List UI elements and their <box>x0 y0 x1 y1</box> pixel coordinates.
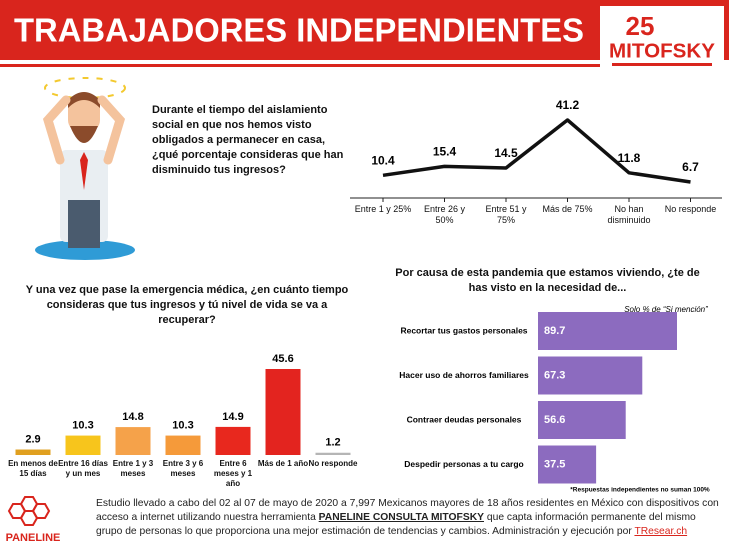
y-tick-label: Despedir personas a tu cargo <box>404 459 524 469</box>
x-tick-label: Entre 1 y 3 meses <box>112 459 154 478</box>
data-label: 10.4 <box>371 153 395 167</box>
header-stripe <box>0 60 600 64</box>
data-label: 14.8 <box>122 411 143 423</box>
x-tick-label: Entre 3 y 6 meses <box>162 459 204 478</box>
header-stripe <box>0 64 600 67</box>
illustration <box>35 77 135 260</box>
page-title: TRABAJADORES INDEPENDIENTES <box>14 12 584 49</box>
footer-text-part: Estudio llevado a cabo del 02 al 07 de m… <box>96 498 719 523</box>
data-label: 6.7 <box>682 160 699 174</box>
y-tick-label: Contraer deudas personales <box>407 414 522 424</box>
data-label: 1.2 <box>325 437 340 449</box>
bar <box>538 312 677 350</box>
data-label: 14.9 <box>222 411 243 423</box>
x-tick-label: No responde <box>308 459 358 468</box>
chart-title: Durante el tiempo del aislamiento social… <box>152 104 344 176</box>
footnote: *Respuestas independientes no suman 100% <box>570 487 710 494</box>
y-tick-label: Recortar tus gastos personales <box>400 325 527 335</box>
data-label: 2.9 <box>25 433 40 445</box>
data-label: 56.6 <box>544 414 565 426</box>
bar <box>265 369 301 455</box>
data-label: 45.6 <box>272 353 293 365</box>
data-label: 10.3 <box>72 419 93 431</box>
x-tick-label: No han disminuido <box>607 204 651 225</box>
footer-bold: PANELINE CONSULTA MITOFSKY <box>318 512 484 523</box>
chart-title: Y una vez que pase la emergencia médica,… <box>25 284 349 326</box>
data-label: 11.8 <box>618 151 641 165</box>
x-tick-label: Entre 6 meses y 1 año <box>213 459 253 488</box>
footer-text-part: que capta información permanente del mis… <box>96 512 696 537</box>
x-tick-label: Más de 1 año <box>257 459 309 468</box>
data-label: 89.7 <box>544 325 565 337</box>
data-label: 67.3 <box>544 369 565 381</box>
x-tick-label: Más de 75% <box>542 204 593 214</box>
footer-logo: PANELINE <box>6 532 61 544</box>
footer-link[interactable]: TResear.ch <box>634 526 688 537</box>
bar <box>315 452 351 455</box>
bar <box>65 435 101 455</box>
bar <box>15 449 51 455</box>
bar <box>538 401 626 439</box>
logo-number: 25 <box>626 11 655 41</box>
logo-name: MITOFSKY <box>609 40 716 62</box>
data-label: 10.3 <box>172 419 193 431</box>
footer-text: Estudio llevado a cabo del 02 al 07 de m… <box>96 497 721 539</box>
line <box>382 118 691 184</box>
data-label: 41.2 <box>556 98 580 112</box>
data-label: 15.4 <box>433 145 457 159</box>
y-tick-label: Hacer uso de ahorros familiares <box>399 370 529 380</box>
bar <box>538 445 597 484</box>
logo-box <box>600 6 724 72</box>
logo-rule <box>612 63 712 66</box>
x-tick-label: Entre 26 y 50% <box>423 204 466 225</box>
bar <box>215 426 251 455</box>
paneline-logo <box>7 496 51 526</box>
data-label: 37.5 <box>544 458 565 470</box>
x-tick-label: Entre 1 y 25% <box>354 204 412 214</box>
x-tick-label: No responde <box>664 204 717 214</box>
bar <box>165 435 201 455</box>
bar <box>538 356 643 395</box>
data-label: 14.5 <box>494 146 518 160</box>
chart-title: Por causa de esta pandemia que estamos v… <box>395 267 700 294</box>
subtitle: Solo % de “Si mención” <box>624 305 708 314</box>
x-tick-label: En menos de 15 días <box>8 459 58 478</box>
x-tick-label: Entre 51 y 75% <box>485 204 527 225</box>
x-tick-label: Entre 16 días y un mes <box>58 459 108 478</box>
bar <box>115 427 151 455</box>
